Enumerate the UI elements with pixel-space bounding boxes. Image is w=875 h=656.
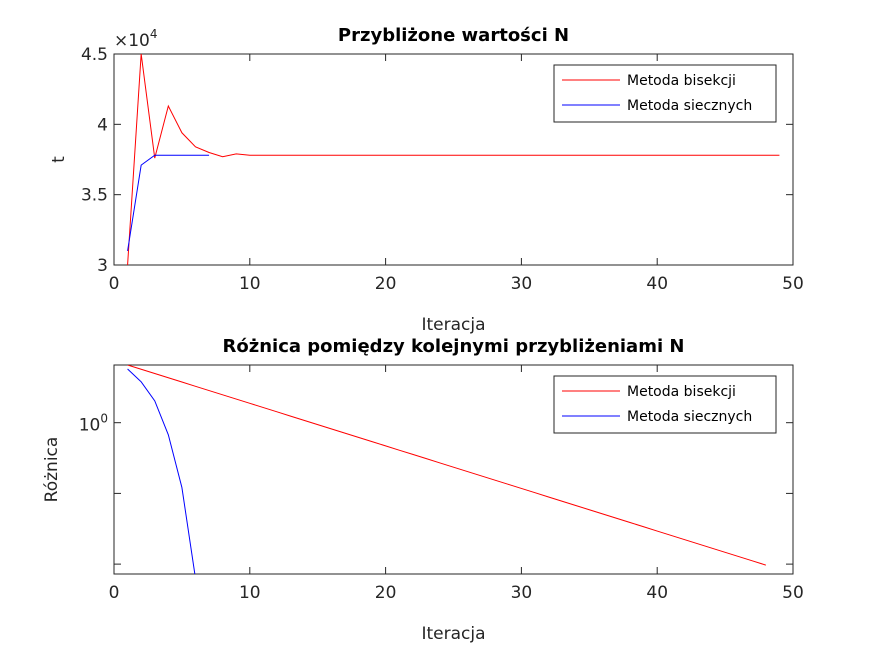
legend-box (553, 375, 777, 434)
y-tick-exponent: 0 (100, 412, 108, 426)
y-tick-label: 100 (79, 412, 108, 436)
x-tick-label: 30 (511, 583, 533, 603)
x-tick-label: 0 (109, 583, 120, 603)
legend-label: Metoda bisekcji (627, 384, 736, 400)
series-group (127, 365, 766, 574)
series-line (127, 54, 780, 265)
x-tick-label: 20 (375, 274, 397, 294)
y-tick-base: 10 (79, 416, 101, 436)
x-axis-label: Iteracja (421, 315, 485, 335)
x-tick-label: 40 (646, 583, 668, 603)
x-tick-label: 40 (646, 274, 668, 294)
series-line (127, 154, 210, 252)
x-tick-label: 10 (239, 583, 261, 603)
legend-label: Metoda bisekcji (627, 73, 736, 89)
legend-box (553, 64, 777, 123)
y-tick-label: 4 (97, 115, 108, 135)
x-tick-label: 20 (375, 583, 397, 603)
multiplier-exponent: 4 (150, 27, 158, 41)
chart-title: Przybliżone wartości N (338, 25, 569, 46)
x-tick-label: 50 (782, 274, 804, 294)
y-tick-label: 4.5 (81, 45, 108, 65)
y-axis-label: t (49, 156, 69, 163)
x-tick-label: 10 (239, 274, 261, 294)
series-group (127, 54, 780, 265)
x-tick-label: 30 (511, 274, 533, 294)
x-axis-label: Iteracja (421, 624, 485, 644)
multiplier-base: ×10 (114, 31, 150, 51)
y-axis-label: Różnica (42, 437, 62, 503)
x-tick-label: 50 (782, 583, 804, 603)
axis-multiplier: ×104 (114, 27, 158, 51)
legend-label: Metoda siecznych (627, 98, 752, 114)
legend-label: Metoda siecznych (627, 409, 752, 425)
chart-title: Różnica pomiędzy kolejnymi przybliżeniam… (223, 336, 685, 357)
x-tick-label: 0 (109, 274, 120, 294)
y-tick-label: 3 (97, 256, 108, 276)
series-line (127, 365, 766, 566)
y-tick-label: 3.5 (81, 186, 108, 206)
series-line (127, 368, 196, 574)
